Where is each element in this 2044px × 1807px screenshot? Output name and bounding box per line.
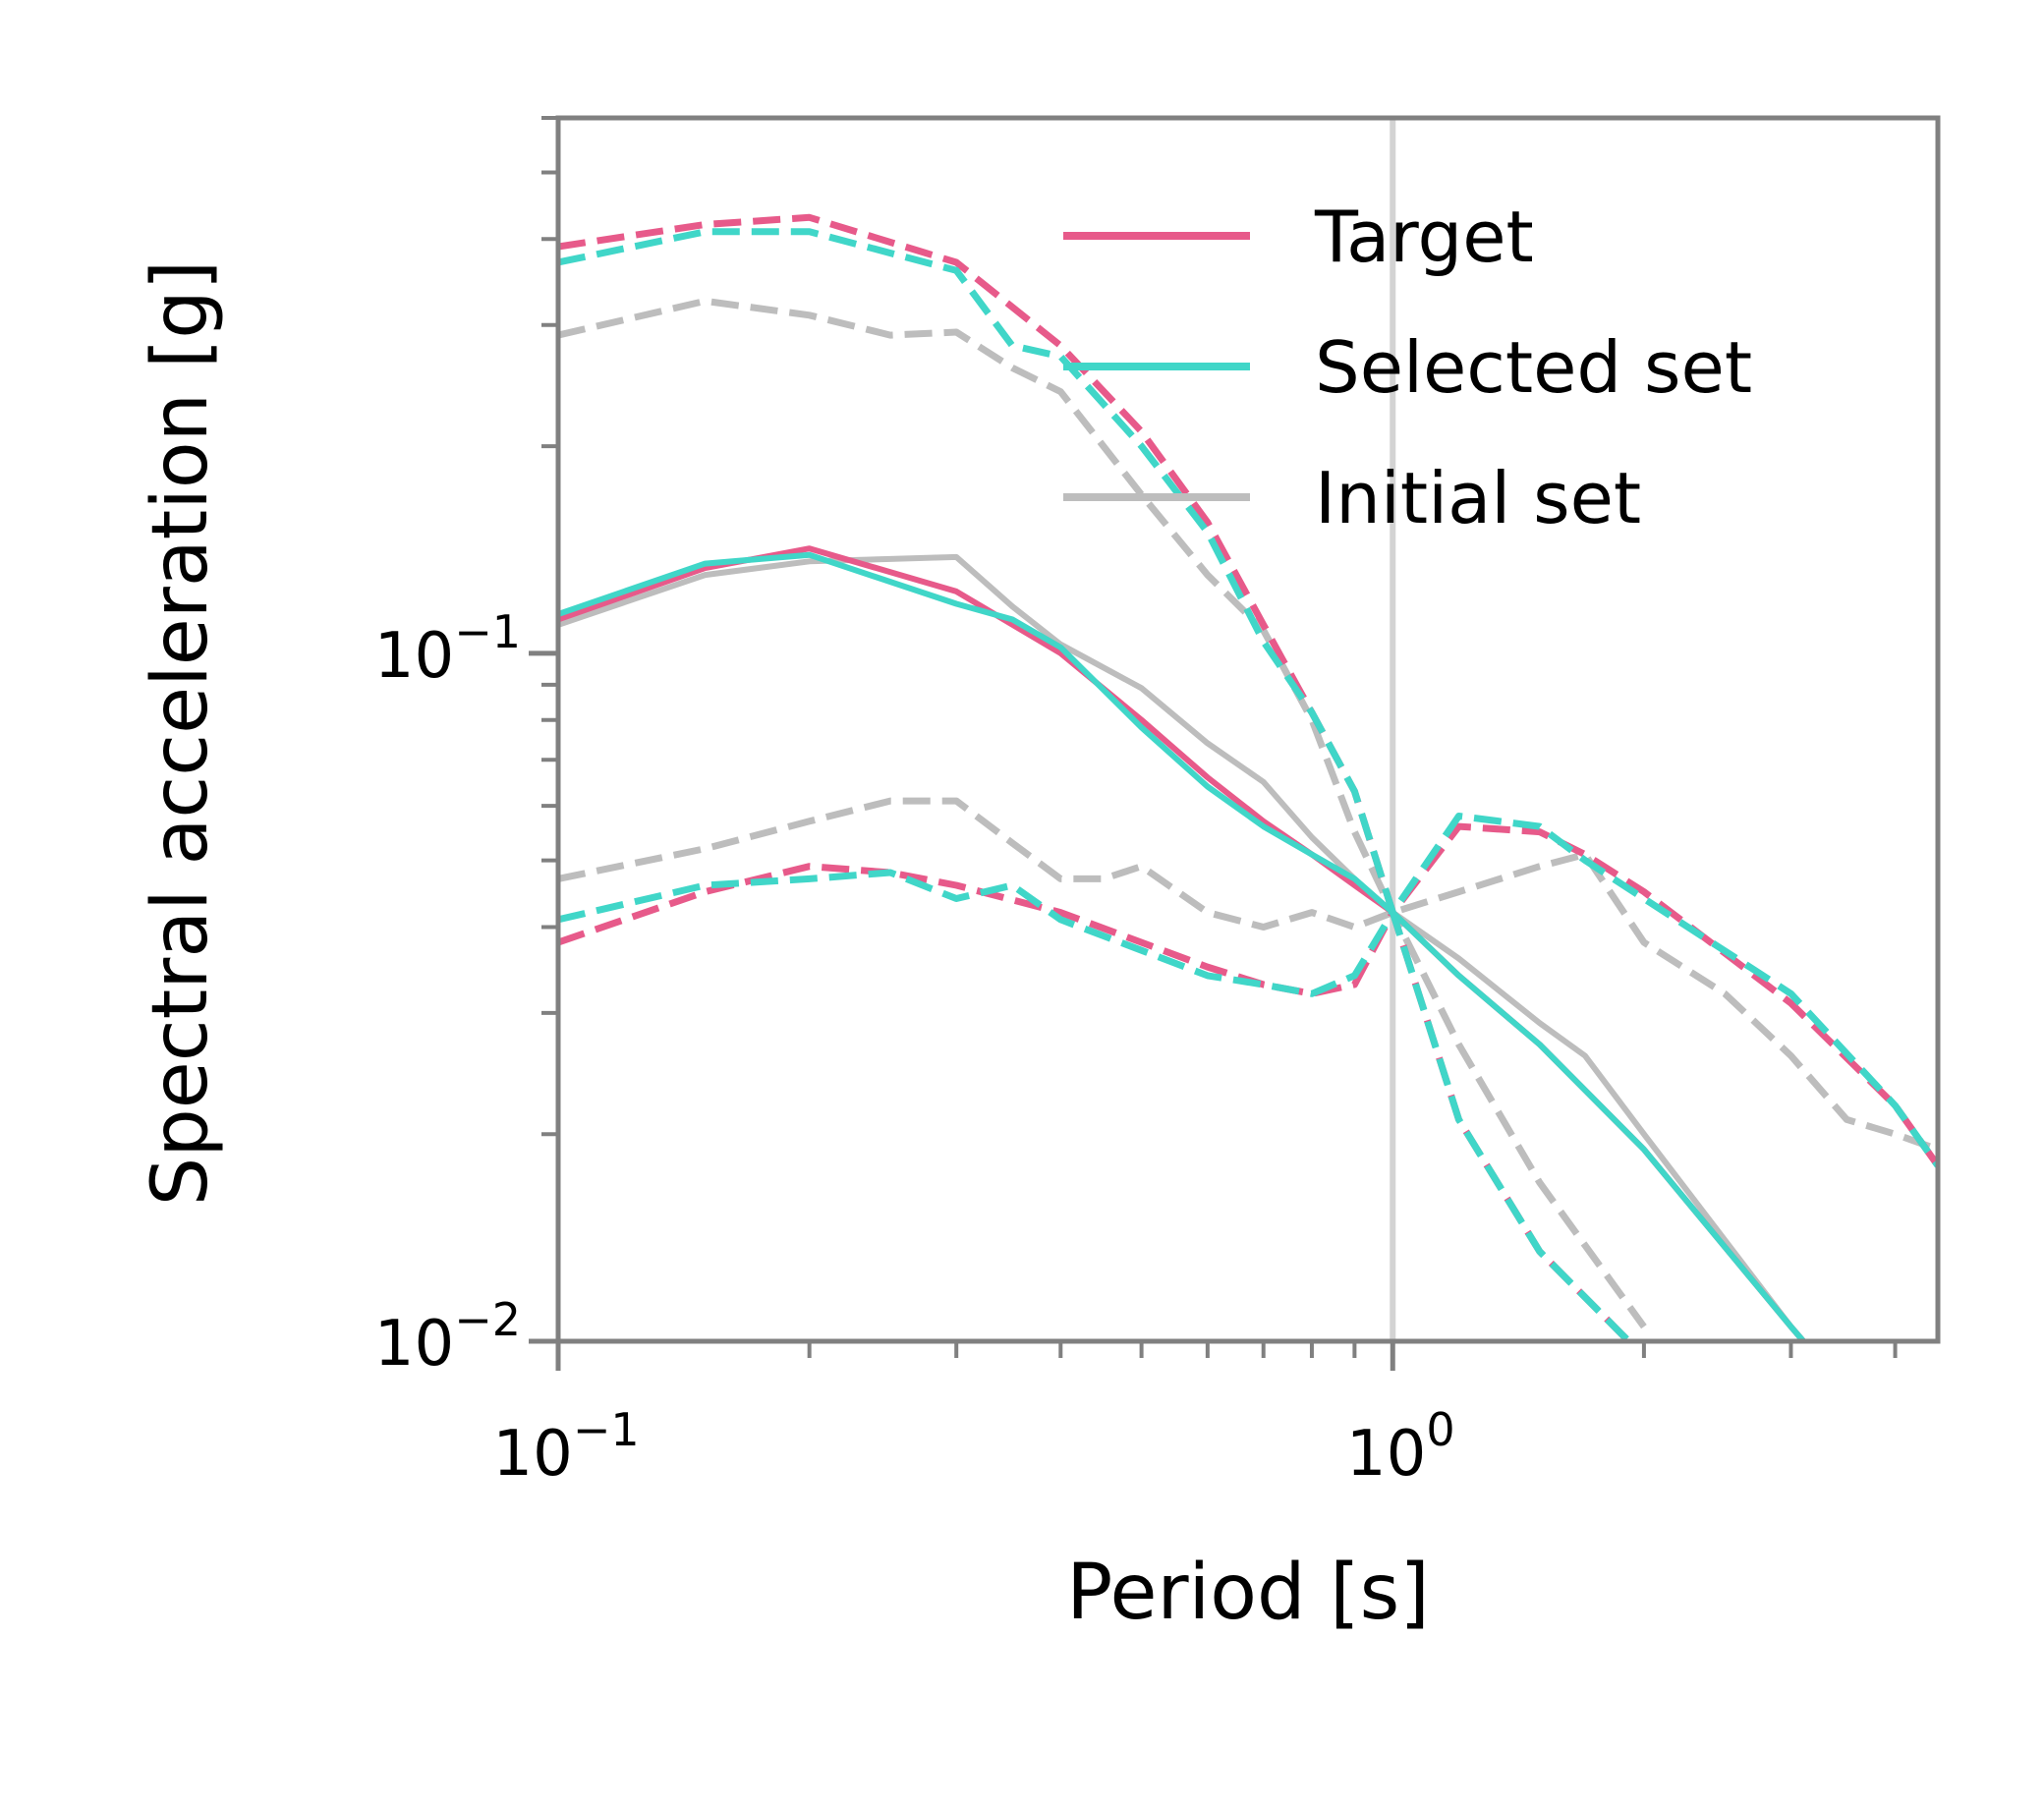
legend-label-0: Target bbox=[1314, 196, 1534, 278]
x-tick-label: 10−1 bbox=[492, 1403, 639, 1491]
series-line-initial-solid bbox=[558, 553, 1808, 1341]
y-tick-label: 10−1 bbox=[374, 605, 521, 693]
series-line-selected-dashed bbox=[558, 869, 1634, 1341]
legend-label-1: Selected set bbox=[1315, 326, 1752, 409]
tick-layer bbox=[529, 116, 1898, 1371]
x-axis-label: Period [s] bbox=[1066, 1549, 1430, 1637]
series-line-initial-dashed bbox=[558, 797, 1938, 1154]
series-layer bbox=[558, 213, 1938, 1341]
plot-frame bbox=[555, 115, 1941, 1344]
y-axis-label: Spectral acceleration [g] bbox=[137, 260, 225, 1206]
tick-label-layer: 10−1 100 10−2 10−1 bbox=[374, 605, 1455, 1491]
x-tick-label: 100 bbox=[1346, 1403, 1455, 1491]
series-line-selected-dashed bbox=[558, 228, 1938, 1168]
series-line-selected-solid bbox=[558, 551, 1808, 1341]
series-line-initial-dashed bbox=[558, 297, 1647, 1329]
y-tick-label: 10−2 bbox=[374, 1293, 521, 1381]
series-line-target-solid bbox=[558, 545, 1808, 1341]
legend-label-2: Initial set bbox=[1315, 457, 1641, 539]
series-line-target-dashed bbox=[558, 863, 1634, 1341]
legend: Target Selected set Initial set bbox=[1063, 196, 1752, 539]
